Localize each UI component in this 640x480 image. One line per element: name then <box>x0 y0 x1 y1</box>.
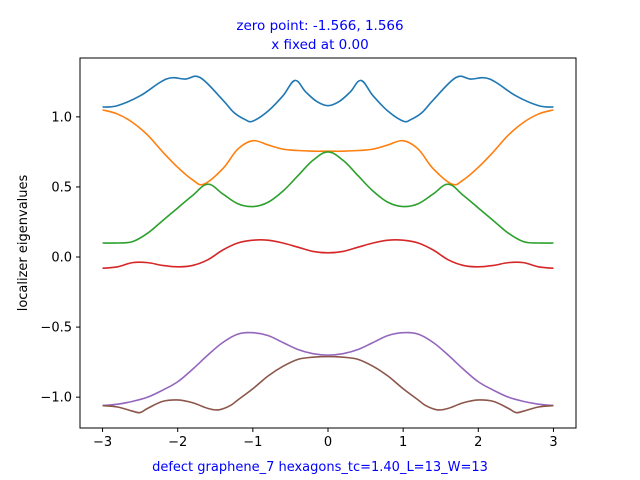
y-tick-label: 1.0 <box>51 110 72 125</box>
y-tick-label: 0.5 <box>51 180 72 195</box>
x-tick-label: −2 <box>168 435 187 450</box>
series-line-4 <box>102 239 554 270</box>
x-tick-label: 1 <box>399 435 407 450</box>
y-axis-ticks: −1.0 −0.5 0.0 0.5 1.0 <box>40 110 80 406</box>
x-tick-label: −1 <box>243 435 262 450</box>
x-tick-label: 2 <box>474 435 482 450</box>
x-axis-label: defect graphene_7 hexagons_tc=1.40_L=13_… <box>152 460 488 475</box>
y-axis-label: localizer eigenvalues <box>16 174 31 311</box>
x-tick-label: 3 <box>549 435 557 450</box>
chart-title-line-2: x fixed at 0.00 <box>271 37 368 53</box>
series-line-3 <box>102 151 554 244</box>
y-tick-label: −1.0 <box>40 391 72 406</box>
chart-title-line-1: zero point: -1.566, 1.566 <box>236 18 403 34</box>
series-line-6 <box>102 355 554 414</box>
y-tick-label: −0.5 <box>40 321 72 336</box>
x-tick-label: −3 <box>93 435 112 450</box>
x-tick-label: 0 <box>324 435 332 450</box>
series-line-1 <box>102 75 554 123</box>
x-axis-ticks: −3 −2 −1 0 1 2 3 <box>93 428 558 450</box>
y-tick-label: 0.0 <box>51 251 72 266</box>
series-layer <box>102 75 554 414</box>
series-line-5 <box>102 331 554 407</box>
